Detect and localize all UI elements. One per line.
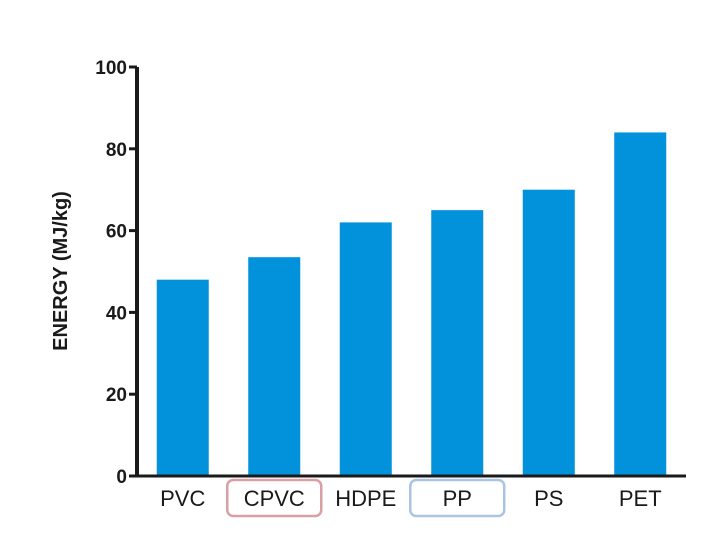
bar-cpvc	[248, 257, 301, 476]
bars	[156, 132, 667, 476]
x-category-label: PET	[619, 486, 662, 511]
x-category-label: PS	[534, 486, 563, 511]
highlight-box-cpvc	[226, 478, 323, 518]
highlight-box-pp	[409, 478, 506, 518]
x-category-label: CPVC	[244, 486, 305, 511]
x-axis-labels: PVC CPVC HDPE PP PS PET	[160, 486, 662, 511]
x-category-label: PP	[443, 486, 472, 511]
bar-pet	[614, 132, 667, 476]
category-highlights	[226, 478, 506, 518]
y-tick-label: 100	[95, 58, 127, 79]
y-tick-label: 40	[106, 303, 127, 324]
y-tick-label: 80	[106, 140, 127, 161]
x-category-label: HDPE	[335, 486, 396, 511]
bar-pvc	[156, 279, 209, 476]
x-category-label: PVC	[160, 486, 205, 511]
y-tick-label: 20	[106, 385, 127, 406]
bar-hdpe	[339, 222, 392, 476]
bar-ps	[522, 189, 575, 476]
bar-pp	[431, 210, 484, 476]
y-tick-label: 60	[106, 222, 127, 243]
y-tick-label: 0	[116, 467, 127, 488]
y-axis-ticks: 0 20 40 60 80 100	[95, 58, 137, 488]
y-axis-label: ENERGY (MJ/kg)	[50, 191, 72, 351]
